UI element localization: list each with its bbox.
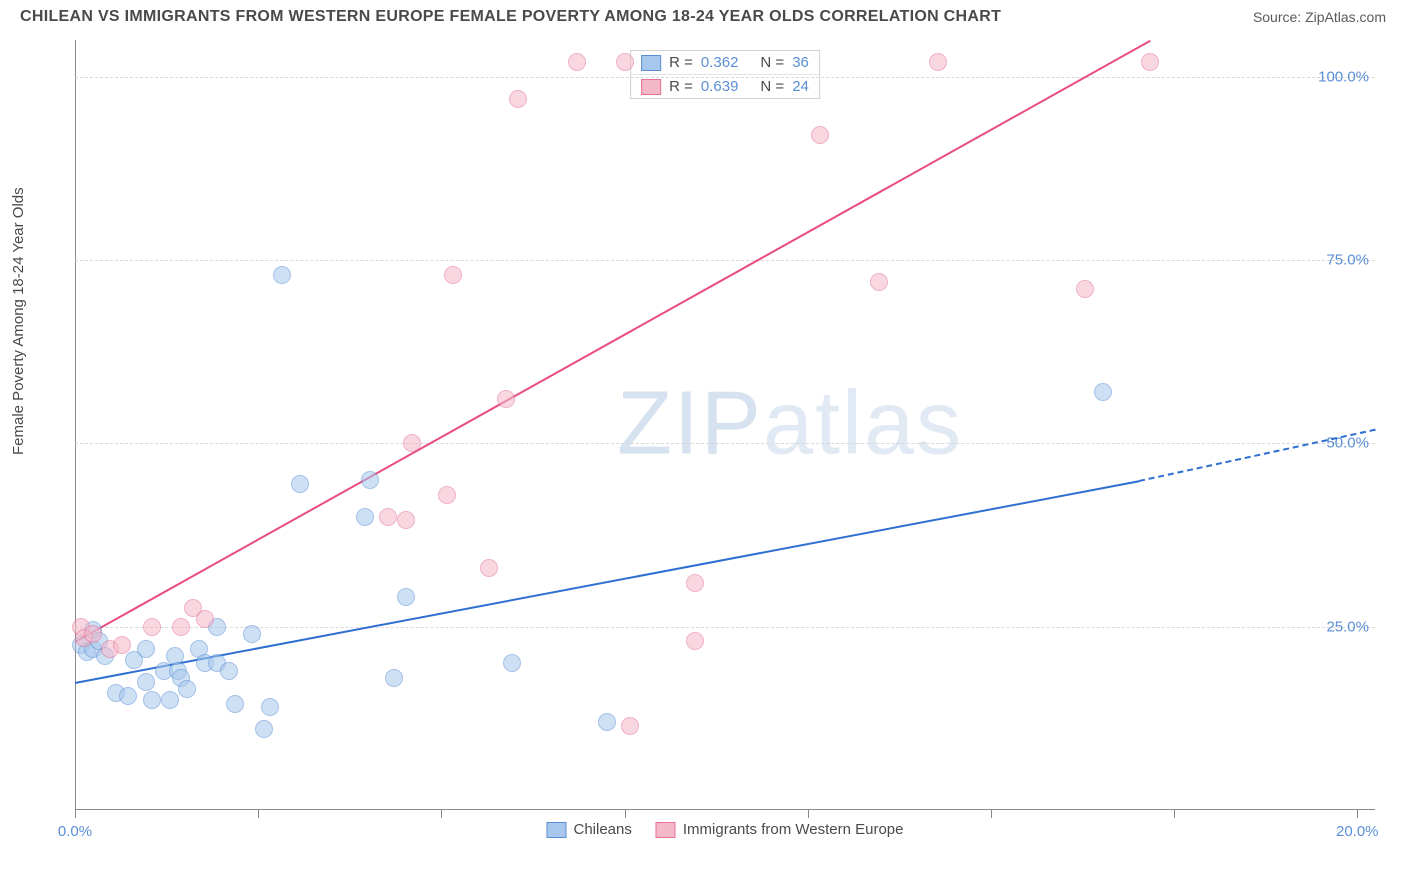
r-value: 0.639 [701,78,739,95]
n-value: 24 [792,78,809,95]
y-axis-line [75,40,76,810]
data-point [503,654,521,672]
data-point [273,266,291,284]
data-point [255,720,273,738]
legend-label: Chileans [573,821,631,838]
data-point [178,680,196,698]
series-legend: Chileans Immigrants from Western Europe [546,821,903,838]
data-point [1094,383,1112,401]
data-point [119,687,137,705]
legend-label: Immigrants from Western Europe [683,821,904,838]
chart-container: Female Poverty Among 18-24 Year Olds ZIP… [20,35,1390,865]
data-point [568,53,586,71]
y-tick-label: 25.0% [1326,618,1369,635]
y-tick-label: 100.0% [1318,68,1369,85]
data-point [172,618,190,636]
data-point [243,625,261,643]
r-label: R = [669,78,693,95]
data-point [397,588,415,606]
data-point [444,266,462,284]
data-point [261,698,279,716]
data-point [137,673,155,691]
n-label: N = [760,78,784,95]
chart-source: Source: ZipAtlas.com [1253,9,1386,25]
x-tick-label: 20.0% [1336,823,1379,840]
data-point [686,632,704,650]
x-tick [441,810,442,818]
legend-swatch [546,822,566,838]
data-point [356,508,374,526]
data-point [811,126,829,144]
trend-line [75,480,1139,684]
x-tick [75,810,76,818]
data-point [598,713,616,731]
data-point [113,636,131,654]
x-tick [1357,810,1358,818]
x-tick [258,810,259,818]
data-point [497,390,515,408]
data-point [379,508,397,526]
data-point [1076,280,1094,298]
x-tick [808,810,809,818]
trend-line [75,40,1151,643]
data-point [161,691,179,709]
data-point [196,610,214,628]
data-point [291,475,309,493]
x-tick [625,810,626,818]
data-point [84,625,102,643]
x-tick-label: 0.0% [58,823,92,840]
legend-swatch [641,55,661,71]
data-point [143,691,161,709]
data-point [870,273,888,291]
data-point [137,640,155,658]
plot-area: ZIPatlas R = 0.362N = 36R = 0.639N = 24 … [75,40,1375,840]
gridline [75,443,1375,444]
legend-swatch [656,822,676,838]
legend-swatch [641,79,661,95]
data-point [621,717,639,735]
chart-header: CHILEAN VS IMMIGRANTS FROM WESTERN EUROP… [0,0,1406,26]
data-point [509,90,527,108]
legend-item: Immigrants from Western Europe [656,821,904,838]
x-axis-line [75,809,1375,810]
n-value: 36 [792,54,809,71]
data-point [226,695,244,713]
correlation-row: R = 0.362 N = 36 [631,51,819,75]
gridline [75,627,1375,628]
gridline [75,260,1375,261]
r-label: R = [669,54,693,71]
data-point [143,618,161,636]
x-tick [1174,810,1175,818]
correlation-row: R = 0.639 N = 24 [631,75,819,98]
data-point [397,511,415,529]
r-value: 0.362 [701,54,739,71]
data-point [438,486,456,504]
data-point [929,53,947,71]
n-label: N = [760,54,784,71]
data-point [385,669,403,687]
correlation-legend: R = 0.362 N = 36 R = 0.639 N = 24 [630,50,820,99]
data-point [1141,53,1159,71]
y-axis-label: Female Poverty Among 18-24 Year Olds [10,187,27,455]
data-point [403,434,421,452]
chart-title: CHILEAN VS IMMIGRANTS FROM WESTERN EUROP… [20,8,1001,26]
x-tick [991,810,992,818]
y-tick-label: 75.0% [1326,252,1369,269]
data-point [361,471,379,489]
data-point [220,662,238,680]
gridline [75,77,1375,78]
legend-item: Chileans [546,821,631,838]
watermark: ZIPatlas [617,373,963,476]
data-point [480,559,498,577]
data-point [686,574,704,592]
data-point [616,53,634,71]
trend-line [1138,429,1375,482]
